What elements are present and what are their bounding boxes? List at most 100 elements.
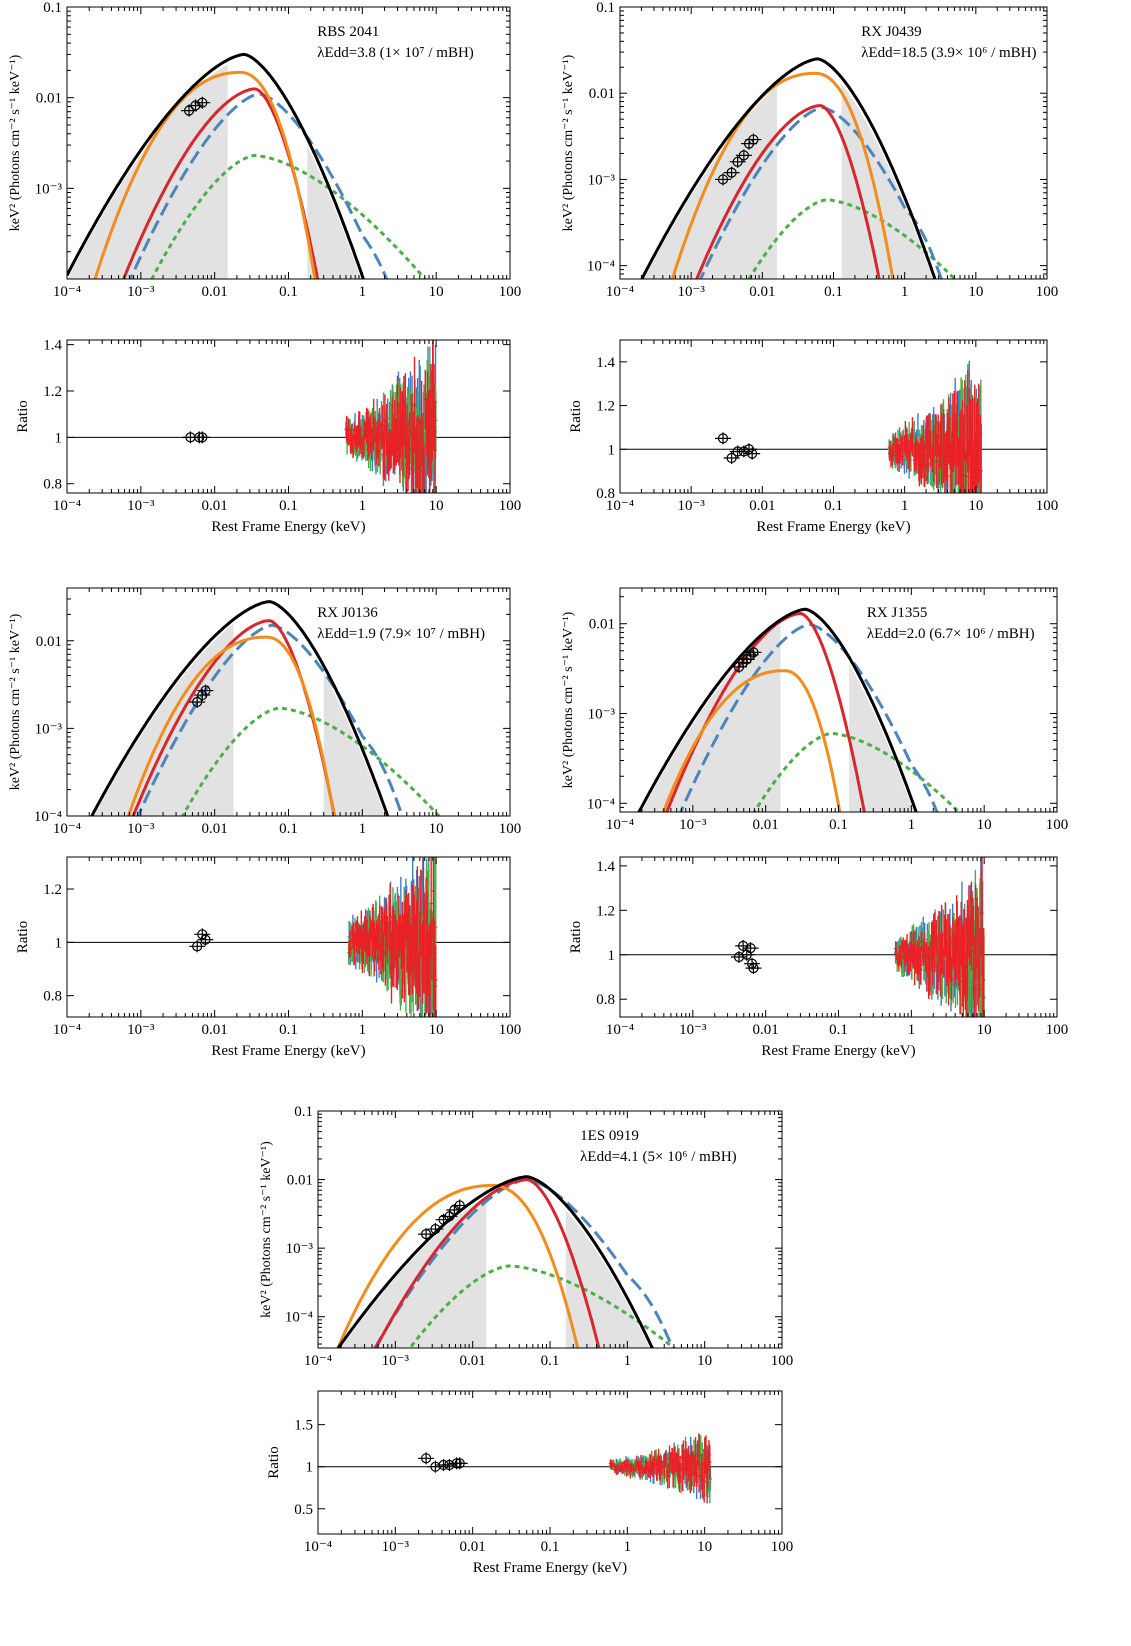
x-tick-label: 10⁻⁴ (53, 821, 81, 837)
y-tick-label: 10⁻³ (588, 707, 616, 723)
hot-corona-curve (747, 198, 957, 279)
total-model-curve (336, 1175, 654, 1348)
x-tick-label: 10⁻³ (679, 817, 707, 833)
absorbed-region-xray (849, 664, 1006, 812)
ratio-frame (619, 339, 1048, 494)
photometry-point (723, 166, 740, 179)
x-tick-label: 10⁻³ (127, 284, 155, 300)
x-tick-label: 1 (359, 284, 367, 300)
x-tick-label: 10 (968, 284, 983, 300)
ratio-x-tick-label: 10⁻⁴ (53, 1022, 81, 1038)
ratio-frame (619, 856, 1058, 1018)
photometry-point (418, 1228, 435, 1241)
total-model-curve (637, 607, 918, 812)
ratio-y-tick-label: 1.2 (43, 384, 62, 400)
y-tick-label: 0.01 (589, 86, 615, 102)
panel-4: 10⁻⁴ 10⁻³ 0.01 0.1 1 10 100 0.01 10⁻³ 10⁻⁴ keV² (P… (561, 587, 1069, 1059)
eddington-annotation: λEdd=2.0 (6.7× 10⁶ / mBH) (867, 626, 1035, 642)
eddington-annotation: λEdd=4.1 (5× 10⁶ / mBH) (580, 1149, 737, 1165)
absorbed-region-xray (307, 145, 459, 279)
panel-3: 10⁻⁴ 10⁻³ 0.01 0.1 1 10 100 0.01 10⁻³ 10⁻⁴ keV² (P… (8, 587, 522, 1059)
x-tick-label: 1 (901, 284, 909, 300)
reflection-curve (679, 622, 939, 812)
ratio-x-tick-label: 1 (908, 1022, 916, 1038)
ratio-photometry-point (427, 1460, 444, 1473)
eddington-annotation: λEdd=1.9 (7.9× 10⁷ / mBH) (317, 626, 485, 642)
ratio-x-tick-label: 0.1 (824, 498, 843, 514)
photometry-point (187, 99, 204, 112)
ratio-photometry-point (194, 431, 211, 444)
y-tick-label: 10⁻³ (286, 1241, 314, 1257)
hot-corona-curve (150, 153, 427, 279)
y-tick-label: 0.1 (294, 1104, 313, 1120)
ratio-photometry-point (742, 942, 759, 955)
ratio-photometry-point (735, 939, 752, 952)
x-tick-label: 10⁻⁴ (606, 284, 634, 300)
x-tick-label: 100 (771, 1353, 794, 1369)
ratio-frame (66, 856, 511, 1018)
object-name: RX J0439 (861, 24, 921, 40)
absorbed-region-uv (620, 86, 777, 279)
ratio-y-tick-label: 1 (608, 948, 616, 964)
photometry-point (714, 173, 731, 186)
ratio-y-tick-label: 1.2 (596, 903, 615, 919)
disk-curve (126, 635, 336, 816)
ratio-y-tick-label: 1.4 (43, 338, 62, 354)
x-tick-label: 100 (1046, 817, 1069, 833)
ratio-x-tick-label: 10⁻³ (382, 1539, 410, 1555)
x-tick-label: 0.1 (541, 1353, 560, 1369)
x-tick-label: 10 (429, 821, 444, 837)
ratio-photometry-point (744, 447, 761, 460)
x-tick-label: 0.1 (824, 284, 843, 300)
ratio-x-tick-label: 100 (1046, 1022, 1069, 1038)
x-tick-label: 1 (908, 817, 916, 833)
xray-residual-red (887, 370, 983, 493)
total-model-curve (67, 52, 365, 279)
ratio-x-tick-label: 10⁻³ (127, 498, 155, 514)
x-tick-label: 0.1 (279, 284, 298, 300)
photometry-point (441, 1210, 458, 1223)
ratio-y-tick-label: 1.2 (596, 399, 615, 415)
ratio-plot-area (887, 360, 983, 493)
ratio-x-tick-label: 0.01 (202, 1022, 228, 1038)
spectrum-y-axis-label: keV² (Photons cm⁻² s⁻¹ keV⁻¹) (561, 54, 576, 231)
ratio-photometry-point (745, 962, 762, 975)
ratio-y-tick-label: 1 (306, 1460, 314, 1476)
y-tick-label: 0.1 (43, 0, 62, 16)
panel-2: 10⁻⁴ 10⁻³ 0.01 0.1 1 10 100 0.1 0.01 10⁻³ 10⁻⁴ keV²… (561, 0, 1058, 535)
ratio-photometry-point (730, 951, 747, 963)
object-name: 1ES 0919 (580, 1128, 639, 1144)
xray-residual-red (347, 857, 438, 1017)
photometry-point (745, 646, 762, 659)
x-tick-label: 1 (359, 821, 367, 837)
ratio-x-tick-label: 100 (499, 1022, 522, 1038)
ratio-panel: 10⁻⁴ 10⁻³ 0.01 0.1 1 10 100 1.4 1.2 1 0.8 Ratio Rest… (568, 339, 1058, 535)
warm-corona-curve (374, 1178, 601, 1348)
photometry-point (742, 648, 759, 661)
spectrum-plot-area (67, 600, 459, 816)
ratio-panel: 10⁻⁴ 10⁻³ 0.01 0.1 1 10 100 1.2 1 0.8 Ratio Rest Fr… (15, 856, 522, 1059)
ratio-x-tick-label: 0.01 (202, 498, 228, 514)
x-tick-label: 10 (429, 284, 444, 300)
ratio-x-tick-label: 10⁻⁴ (606, 498, 634, 514)
ratio-x-axis-label: Rest Frame Energy (keV) (211, 1043, 365, 1059)
ratio-photometry-point (714, 432, 731, 445)
spectrum-plot-area (620, 607, 1006, 812)
ratio-plot-area (347, 857, 438, 1017)
absorbed-region-xray (323, 672, 459, 816)
spectrum-plot-area (67, 52, 459, 279)
x-tick-label: 1 (624, 1353, 632, 1369)
ratio-x-tick-label: 10⁻³ (679, 1022, 707, 1038)
eddington-annotation: λEdd=18.5 (3.9× 10⁶ / mBH) (861, 45, 1036, 61)
ratio-y-axis-label: Ratio (568, 921, 584, 954)
ratio-panel: 10⁻⁴ 10⁻³ 0.01 0.1 1 10 100 1.5 1 0.5 Ratio Rest Fr… (266, 1390, 793, 1576)
ratio-x-tick-label: 10⁻³ (677, 498, 705, 514)
ratio-x-axis-label: Rest Frame Energy (keV) (756, 519, 910, 535)
ratio-y-axis-label: Ratio (15, 400, 31, 433)
warm-corona-curve (665, 611, 866, 812)
panel-1: 10⁻⁴ 10⁻³ 0.01 0.1 1 10 100 0.1 0.01 10⁻³ keV² (Ph… (8, 0, 521, 535)
x-tick-label: 0.01 (202, 284, 228, 300)
ratio-x-tick-label: 0.01 (753, 1022, 779, 1038)
ratio-y-tick-label: 1.2 (43, 882, 62, 898)
x-tick-label: 10⁻⁴ (304, 1353, 332, 1369)
